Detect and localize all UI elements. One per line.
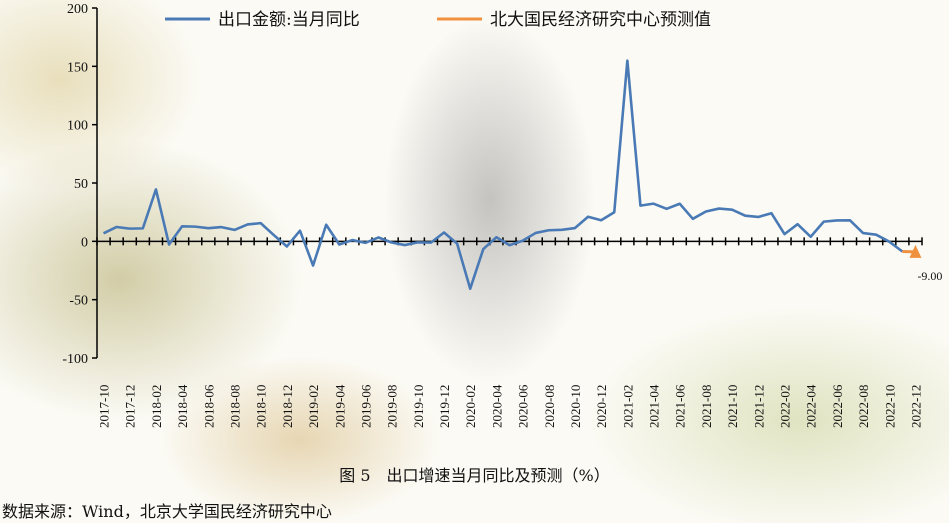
x-tick-label: 2021-04 [647,384,662,428]
y-tick-label: -100 [62,352,88,367]
line-chart: -100 -50 0 50 100 150 200 2017-10 2017-12 2018-02… [62,2,942,428]
x-tick-label: 2022-06 [830,384,845,428]
figure-caption: 图 5 出口增速当月同比及预测（%） [339,466,610,485]
y-tick-label: 50 [74,177,88,192]
x-tick-label: 2018-08 [228,385,243,428]
y-tick-label: 200 [67,2,88,17]
x-tick-label: 2019-02 [306,385,321,428]
y-tick-label: 0 [81,235,88,250]
data-label: -9.00 [917,269,942,283]
x-tick-label: 2019-10 [411,385,426,428]
x-tick-label: 2018-10 [254,385,269,428]
x-tick-label: 2019-12 [437,385,452,428]
x-tick-label: 2017-12 [123,385,138,428]
x-tick-label: 2018-04 [175,384,190,428]
y-tick-label: 100 [67,119,88,134]
x-tick-label: 2022-08 [856,385,871,428]
x-tick-label: 2017-10 [97,385,112,428]
x-tick-label: 2022-12 [908,385,923,428]
x-tick-label: 2021-02 [620,385,635,428]
x-tick-label: 2020-08 [542,385,557,428]
data-source: 数据来源：Wind，北京大学国民经济研究中心 [2,502,332,521]
x-tick-label: 2019-08 [385,385,400,428]
x-tick-label: 2020-10 [568,385,583,428]
y-tick-label: -50 [69,294,88,309]
x-tick-label: 2020-04 [489,384,504,428]
y-tick-label: 150 [67,60,88,75]
series-line-exports [102,59,904,291]
x-tick-label: 2022-10 [882,385,897,428]
x-tick-label: 2020-12 [594,385,609,428]
legend-label-exports: 出口金额:当月同比 [218,10,360,30]
x-tick-label: 2018-06 [201,384,216,428]
x-tick-label: 2020-02 [463,385,478,428]
x-tick-label: 2021-12 [751,385,766,428]
x-tick-label: 2021-10 [725,385,740,428]
forecast-marker [909,244,922,258]
x-tick-label: 2022-02 [778,385,793,428]
legend-label-forecast: 北大国民经济研究中心预测值 [490,10,711,30]
x-tick-label: 2019-06 [358,384,373,428]
x-tick-label: 2020-06 [516,384,531,428]
x-tick-label: 2022-04 [804,384,819,428]
x-tick-label: 2021-08 [699,385,714,428]
x-tick-label: 2019-04 [332,384,347,428]
x-tick-label: 2018-02 [149,385,164,428]
x-tick-label: 2018-12 [280,385,295,428]
x-tick-label: 2021-06 [673,384,688,428]
